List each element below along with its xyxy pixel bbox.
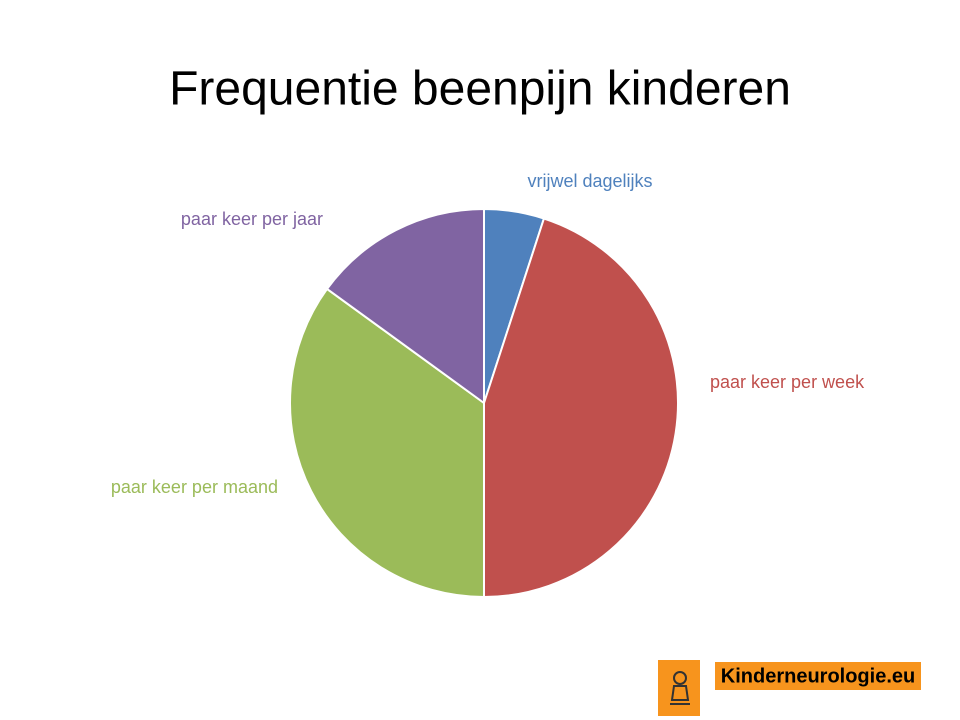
slice-label: vrijwel dagelijks <box>527 171 652 191</box>
slice-label: paar keer per jaar <box>181 209 323 229</box>
logo-text: Kinderneurologie.eu <box>721 665 915 687</box>
slice-label: paar keer per maand <box>111 477 278 497</box>
chart-title: Frequentie beenpijn kinderen <box>169 63 791 116</box>
pie-slice <box>325 207 485 405</box>
logo: Kinderneurologie.eu <box>658 660 921 716</box>
pie-slice <box>289 287 485 599</box>
logo-icon <box>658 660 700 716</box>
slice-label: paar keer per week <box>710 372 865 392</box>
logo-figure-head <box>673 671 687 685</box>
pie-slice <box>483 217 679 599</box>
logo-banner <box>715 662 921 690</box>
logo-figure-body <box>670 685 690 705</box>
